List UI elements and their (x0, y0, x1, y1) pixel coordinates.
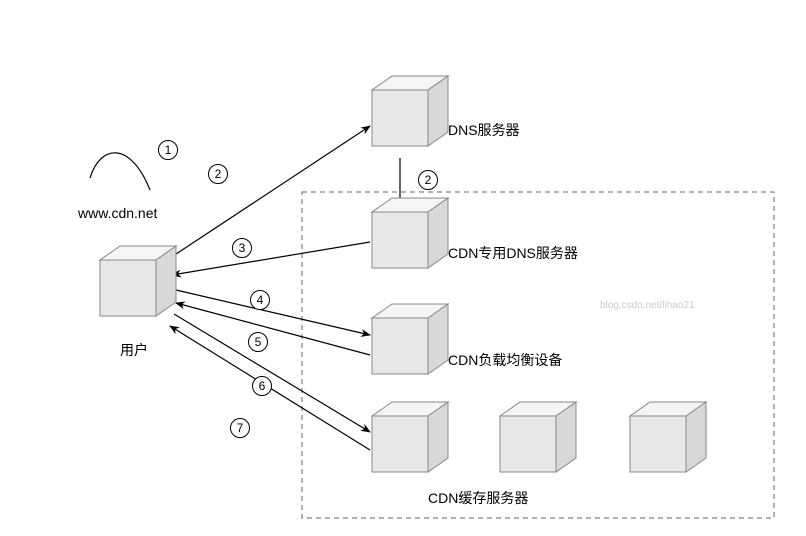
node-cache3 (630, 402, 706, 472)
step-3-text: 3 (239, 241, 246, 255)
step-6: 6 (252, 376, 272, 396)
step-3: 3 (232, 238, 252, 258)
step-5: 5 (248, 332, 268, 352)
label-user: 用户 (120, 340, 148, 360)
label-url: www.cdn.net (78, 205, 157, 221)
edges (170, 126, 400, 450)
svg-layer (0, 0, 806, 536)
step-2a: 2 (208, 164, 228, 184)
node-cache2 (500, 402, 576, 472)
step-1: 1 (158, 140, 178, 160)
node-dns (372, 76, 448, 146)
edge-e4 (176, 290, 370, 335)
url-curve (90, 153, 150, 190)
step-5-text: 5 (255, 335, 262, 349)
step-2b-text: 2 (425, 173, 432, 187)
step-4-text: 4 (257, 293, 264, 307)
label-dns: DNS服务器 (448, 120, 520, 140)
step-4: 4 (250, 290, 270, 310)
step-2b: 2 (418, 170, 438, 190)
nodes (100, 76, 706, 472)
label-cdn-lb: CDN负载均衡设备 (448, 350, 562, 370)
edge-e6 (174, 314, 370, 432)
diagram-canvas: 用户 www.cdn.net DNS服务器 CDN专用DNS服务器 CDN负载均… (0, 0, 806, 536)
edge-e3 (172, 242, 370, 275)
step-7: 7 (230, 418, 250, 438)
node-cdn_dns (372, 198, 448, 268)
label-cdn-cache: CDN缓存服务器 (428, 488, 528, 508)
label-cdn-dns: CDN专用DNS服务器 (448, 243, 578, 263)
step-6-text: 6 (259, 379, 266, 393)
node-user (100, 246, 176, 316)
step-1-text: 1 (165, 143, 172, 157)
node-cache1 (372, 402, 448, 472)
node-cdn_lb (372, 304, 448, 374)
step-7-text: 7 (237, 421, 244, 435)
watermark: blog.csdn.net/lihao21 (600, 300, 695, 311)
step-2a-text: 2 (215, 167, 222, 181)
